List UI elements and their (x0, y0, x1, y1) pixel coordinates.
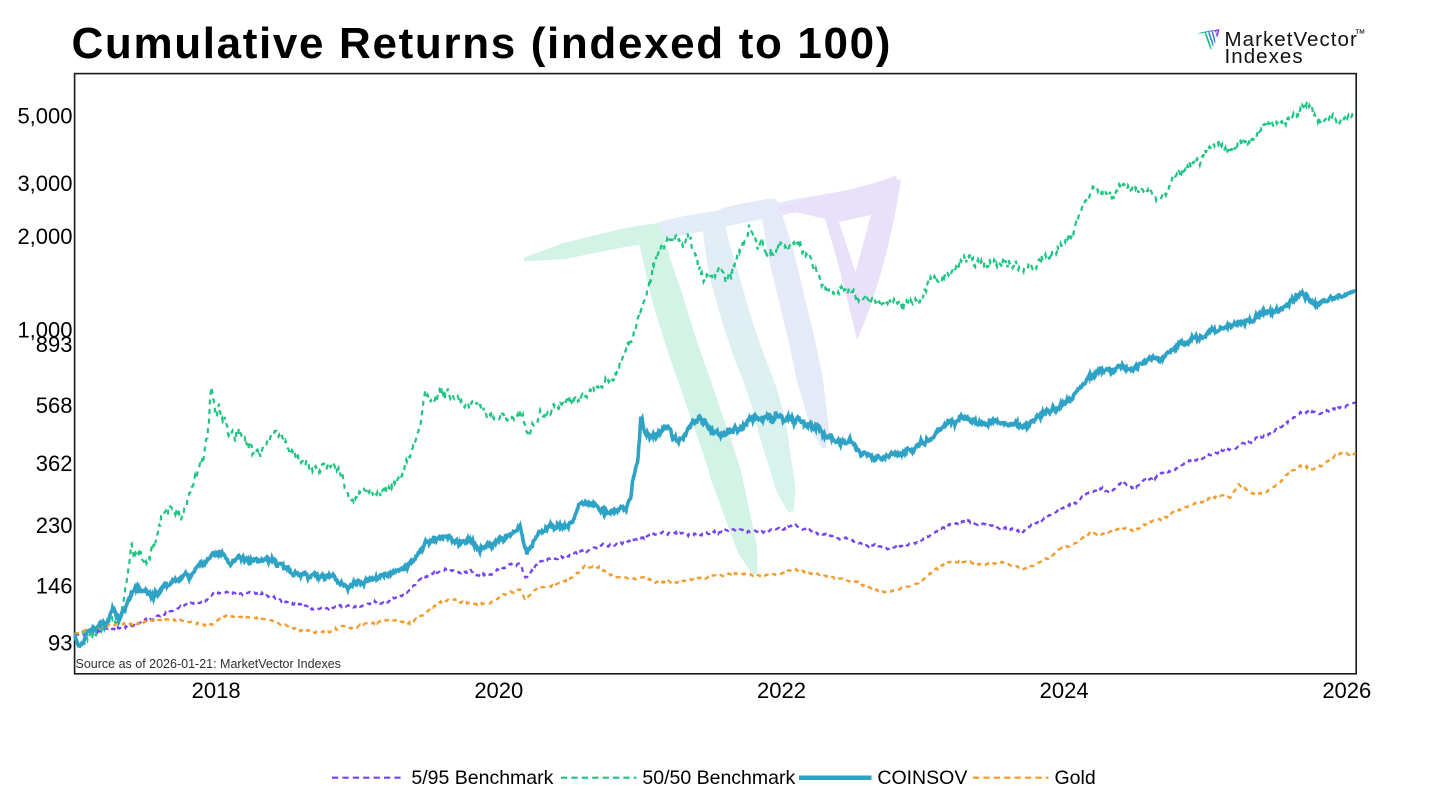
svg-text:2,000: 2,000 (17, 224, 72, 249)
svg-text:Gold: Gold (1055, 767, 1096, 789)
svg-text:3,000: 3,000 (17, 171, 72, 196)
svg-text:2026: 2026 (1322, 678, 1371, 703)
svg-text:568: 568 (36, 393, 73, 418)
svg-text:93: 93 (48, 631, 72, 656)
svg-text:1,000: 1,000 (17, 318, 72, 343)
svg-text:5/95 Benchmark: 5/95 Benchmark (411, 767, 553, 789)
svg-text:MarketVector: MarketVector (1225, 28, 1358, 51)
svg-text:2022: 2022 (757, 678, 806, 703)
svg-text:2020: 2020 (474, 678, 523, 703)
svg-text:230: 230 (36, 513, 73, 538)
svg-text:Source as of 2026-01-21: Marke: Source as of 2026-01-21: MarketVector In… (76, 657, 341, 671)
svg-text:146: 146 (36, 574, 73, 599)
svg-text:2024: 2024 (1040, 678, 1089, 703)
svg-text:2018: 2018 (192, 678, 241, 703)
svg-text:Indexes: Indexes (1225, 45, 1304, 68)
svg-text:362: 362 (36, 451, 73, 476)
svg-text:Cumulative Returns (indexed to: Cumulative Returns (indexed to 100) (72, 19, 893, 68)
svg-text:™: ™ (1355, 28, 1366, 40)
svg-text:COINSOV: COINSOV (877, 767, 967, 789)
svg-text:5,000: 5,000 (17, 104, 72, 129)
svg-text:893: 893 (36, 332, 73, 357)
svg-text:50/50 Benchmark: 50/50 Benchmark (642, 767, 795, 789)
